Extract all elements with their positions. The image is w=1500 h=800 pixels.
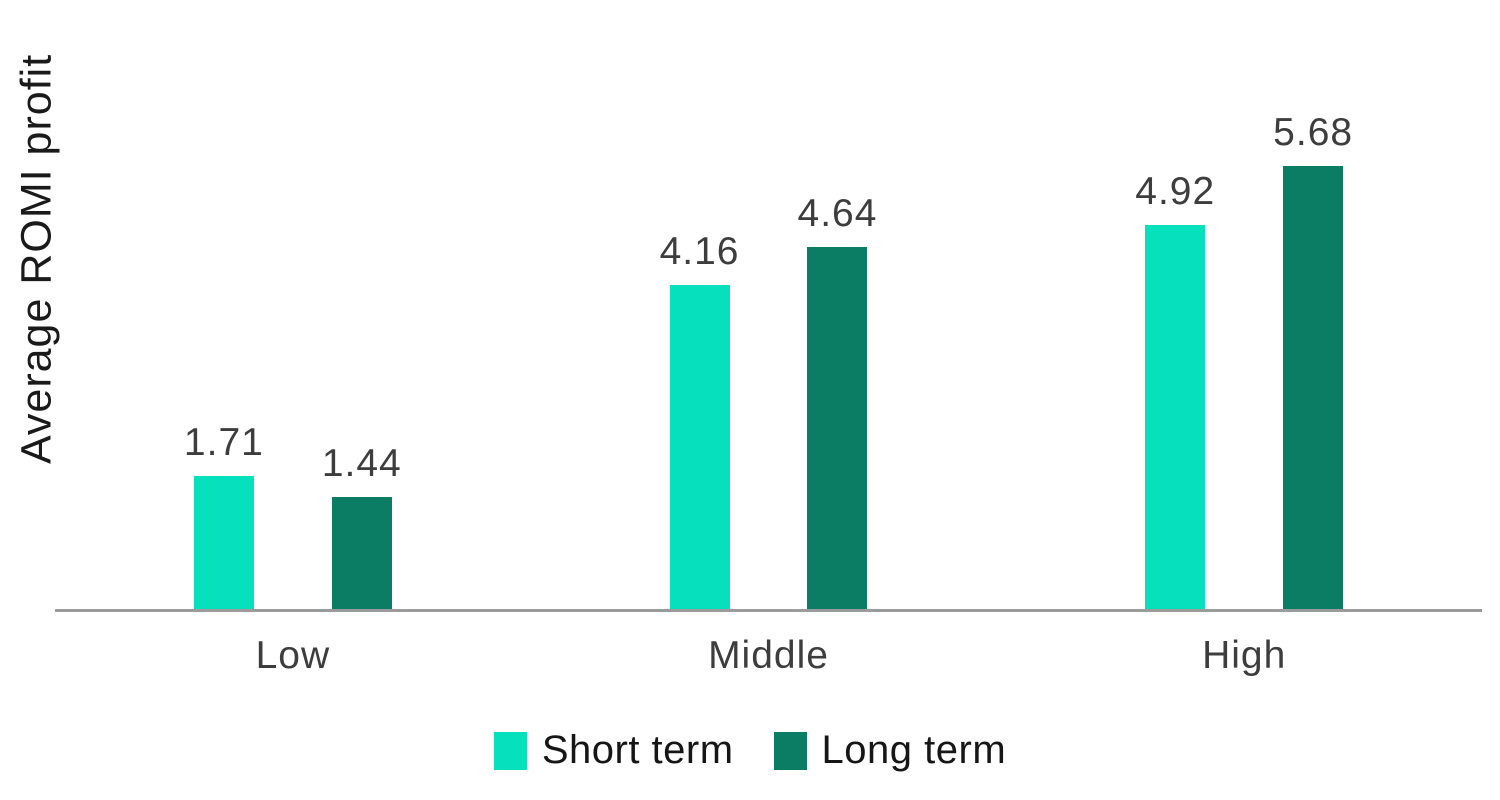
x-axis-label-middle: Middle	[708, 634, 829, 677]
bar-column: 1.44	[321, 442, 402, 609]
bar-value-label: 4.92	[1135, 170, 1216, 214]
bar-group-high: 4.92 5.68	[1006, 111, 1482, 609]
legend-swatch-icon	[493, 731, 527, 770]
bar-column: 4.92	[1135, 170, 1216, 609]
plot-area: 1.71 1.44 4.16 4.64 4.92 5.68 Low Middle High	[55, 0, 1482, 800]
bar-column: 1.71	[183, 421, 264, 609]
bar-column: 4.64	[797, 192, 878, 609]
legend-label: Short term	[541, 728, 734, 772]
bar-value-label: 4.16	[659, 230, 740, 274]
bar-long-term-low	[331, 497, 392, 609]
bar-group-middle: 4.16 4.64	[531, 149, 1007, 609]
legend-label: Long term	[821, 728, 1007, 772]
bar-value-label: 4.64	[797, 192, 878, 236]
bar-column: 5.68	[1273, 111, 1354, 609]
legend-item-long-term: Long term	[773, 728, 1007, 773]
bar-value-label: 1.71	[183, 421, 264, 465]
legend: Short term Long term	[0, 728, 1500, 773]
legend-item-short-term: Short term	[493, 728, 734, 773]
bar-value-label: 5.68	[1273, 111, 1354, 155]
bar-long-term-middle	[807, 247, 868, 609]
x-axis-label-low: Low	[255, 634, 331, 677]
x-axis-label-high: High	[1202, 634, 1287, 677]
x-axis-labels: Low Middle High	[55, 634, 1482, 678]
bar-value-label: 1.44	[321, 442, 402, 486]
x-axis-line: 1.71 1.44 4.16 4.64 4.92 5.68	[55, 111, 1482, 612]
bar-short-term-low	[193, 476, 254, 609]
bar-short-term-middle	[669, 285, 730, 609]
legend-swatch-icon	[773, 731, 807, 770]
bar-column: 4.16	[659, 230, 740, 609]
bar-long-term-high	[1283, 166, 1344, 609]
bar-group-low: 1.71 1.44	[55, 149, 531, 609]
bar-short-term-high	[1145, 225, 1206, 609]
